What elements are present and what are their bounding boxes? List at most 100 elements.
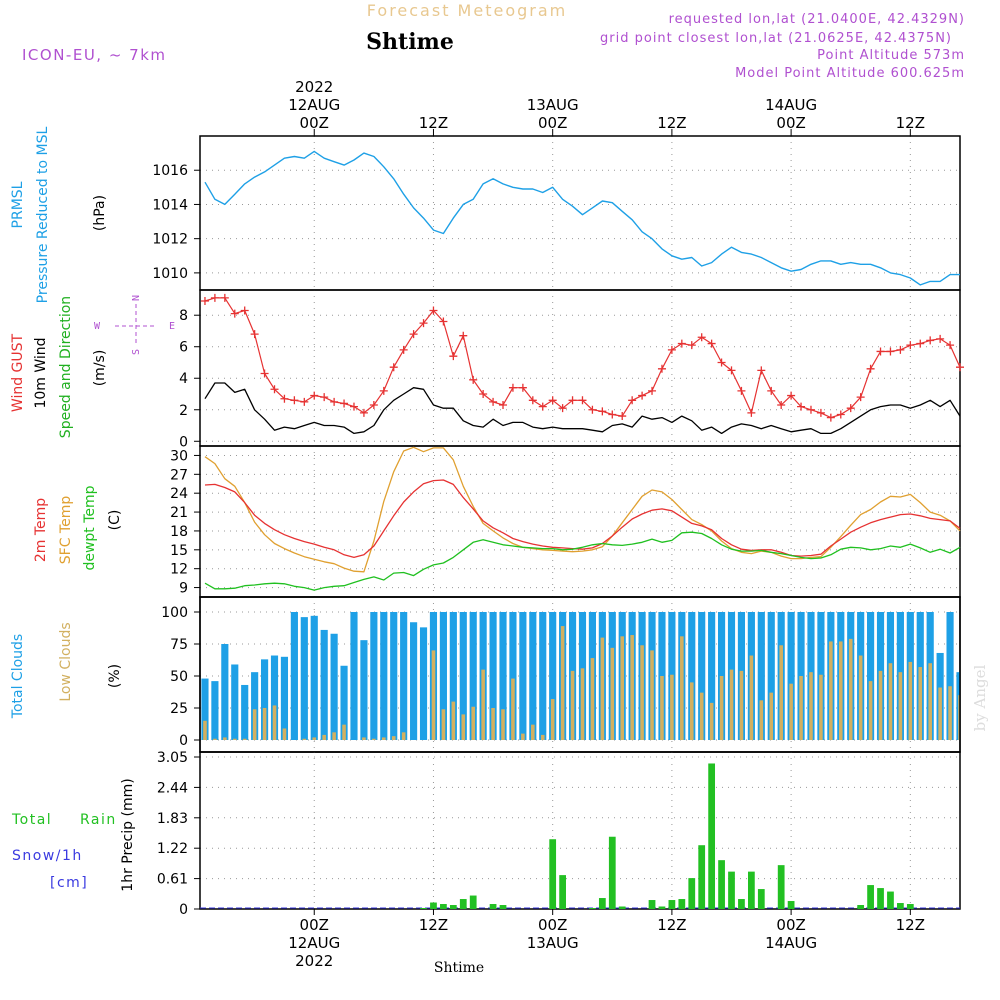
low-cloud-bar [729,669,734,740]
gust-marker [389,363,398,372]
gust-marker [787,391,796,400]
low-cloud-bar [650,650,654,740]
y-tick-label: 21 [170,505,188,521]
gust-marker [956,363,964,372]
gust-marker [270,385,279,394]
y-tick-label: 0 [179,733,188,749]
low-cloud-bar [252,709,257,740]
total-cloud-bar [390,612,398,740]
low-cloud-bar [769,692,774,740]
gust-marker [926,336,935,345]
watermark: by Angel [971,664,989,731]
gust-marker [886,347,895,356]
low-cloud-bar [441,709,446,740]
total-cloud-bar [519,612,527,740]
low-cloud-bar [282,728,287,740]
low-cloud-bar [938,687,942,740]
total-cloud-bar [698,612,706,740]
total-cloud-bar [439,612,447,740]
total-cloud-bar [767,612,775,740]
gust-marker [499,401,508,410]
gust-marker [727,366,736,375]
low-cloud-bar [789,683,793,740]
y-tick-label: 1012 [152,232,188,248]
precip-bar [549,839,557,909]
total-cloud-bar [449,612,457,740]
low-cloud-bar [272,705,277,740]
gust-marker [846,404,855,413]
gust-marker [906,341,915,350]
label-low-clouds: Low Clouds [58,622,74,701]
y-tick-label: 75 [170,637,188,653]
total-cloud-bar [529,612,537,740]
y-tick-label: 2 [179,403,188,419]
gust-marker [946,341,955,350]
gust-marker [429,306,438,315]
precip-bar [618,906,626,909]
precip-bar [648,900,656,909]
low-cloud-bar [511,678,515,740]
y-tick-label: 0.61 [157,872,188,888]
gust-marker [856,393,865,402]
low-cloud-bar [232,738,237,740]
low-cloud-bar [838,641,843,740]
total-cloud-bar [330,633,338,740]
model-label: ICON-EU, ~ 7km [22,46,167,64]
low-cloud-bar [898,672,903,740]
precip-labels: Total Rain Snow/1h [cm] 1hr Precip (mm) [11,778,136,891]
low-cloud-bar [908,661,913,740]
low-cloud-bar [600,637,605,740]
gust-marker [210,293,219,302]
low-cloud-bar [451,701,456,740]
cloud-labels: Total Clouds Low Clouds (%) [10,622,123,719]
compass-n: N [131,295,142,301]
chart-title: Forecast Meteogram [367,1,567,20]
total-cloud-bar [290,612,298,740]
low-cloud-bar [580,668,585,740]
low-cloud-bar [719,676,724,740]
low-cloud-bar [620,636,625,740]
low-cloud-bar [461,714,466,740]
top-time-label: 12Z [419,114,448,132]
low-cloud-bar [401,732,406,740]
gust-marker [657,364,666,373]
precip-bar [867,885,874,909]
grid-point-coords: grid point closest lon,lat (21.0625E, 42… [600,31,952,46]
gust-marker [916,339,925,348]
total-cloud-bar [241,684,249,740]
gust-marker [320,393,329,402]
y-tick-label: 1.22 [157,841,188,857]
low-cloud-bar [203,720,207,740]
total-cloud-bar [419,627,428,740]
precip-bar [777,865,785,909]
temp2m-line [204,479,961,559]
gust-marker [479,390,488,398]
total-cloud-bar [370,612,378,740]
bottom-time-label: 2022 [295,952,333,970]
compass-s: S [131,349,142,355]
gust-marker [588,405,597,414]
y-tick-label: 25 [170,701,188,717]
sfc-temp-line [204,446,961,573]
label-rain: Rain [80,812,117,828]
low-cloud-bar [471,706,475,740]
y-tick-label: 1010 [152,266,188,282]
clouds-panel: 0 25 50 75 100 [161,596,961,753]
bottom-time-label: 12Z [657,916,686,934]
low-cloud-bar [878,670,883,740]
gust-marker [558,404,567,413]
total-cloud-bar [400,612,408,740]
low-cloud-bar [670,674,674,740]
gust-marker [290,396,299,405]
gust-marker [359,408,368,417]
gust-marker [200,297,209,306]
gust-marker [508,383,517,392]
wind-panel: 0 2 4 6 8 [179,289,964,450]
pressure-line [204,150,960,286]
gust-marker [777,401,786,410]
label-percent: (%) [107,664,123,688]
gust-marker [409,330,418,339]
low-cloud-bar [590,658,595,740]
precip-bar [688,878,696,909]
bottom-time-label: 12Z [896,916,925,934]
